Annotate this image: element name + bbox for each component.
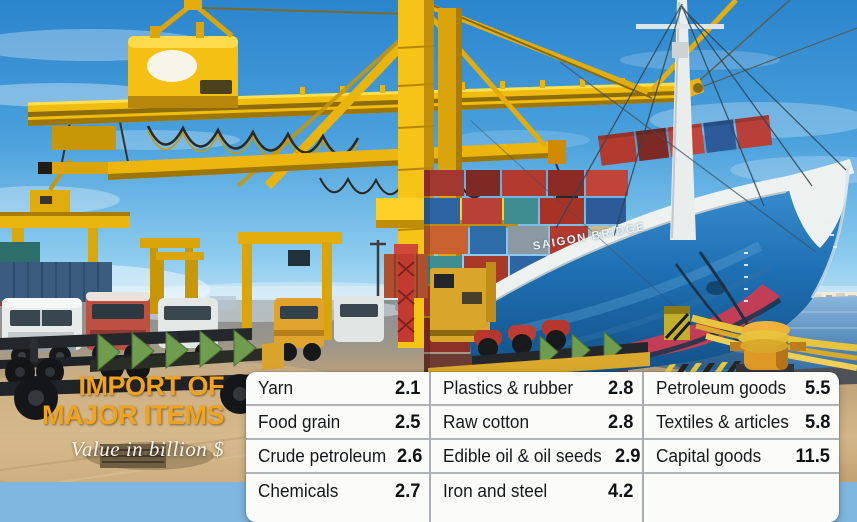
title-block: IMPORT OF MAJOR ITEMS Value in billion $ (16, 371, 225, 462)
item-value: 4.2 (607, 480, 633, 502)
item-label: Textiles & articles (656, 410, 789, 432)
distant-crane (140, 238, 200, 314)
import-table: Yarn 2.1 Food grain 2.5 Crude petroleum … (246, 372, 839, 522)
item-value: 2.8 (607, 411, 633, 433)
item-value: 5.5 (804, 377, 830, 399)
item-value: 2.5 (394, 411, 420, 433)
table-row: Iron and steel 4.2 (431, 474, 642, 508)
table-row: Plastics & rubber 2.8 (431, 372, 642, 406)
page-title-line1: IMPORT OF (78, 371, 225, 401)
table-row: Yarn 2.1 (246, 372, 429, 406)
item-value: 2.1 (394, 377, 420, 399)
item-label: Food grain (258, 410, 341, 432)
item-label: Plastics & rubber (443, 376, 574, 398)
item-value: 2.9 (614, 445, 641, 467)
item-label: Crude petroleum (258, 444, 387, 466)
item-value: 5.8 (804, 411, 830, 433)
table-row: Edible oil & oil seeds 2.9 (431, 440, 642, 474)
table-column-1: Yarn 2.1 Food grain 2.5 Crude petroleum … (246, 372, 429, 522)
ship-rigging (555, 3, 847, 237)
quay-fittings (664, 306, 857, 378)
page-subtitle: Value in billion $ (70, 437, 224, 461)
left-containers (0, 242, 112, 306)
item-value: 2.6 (396, 445, 423, 467)
item-value: 2.8 (607, 377, 633, 399)
table-row: Chemicals 2.7 (246, 474, 429, 508)
ship-mast (636, 0, 724, 240)
table-column-3: Petroleum goods 5.5 Textiles & articles … (642, 372, 839, 522)
yellow-machine (430, 262, 496, 342)
green-chevrons-1 (90, 328, 284, 372)
table-row: Capital goods 11.5 (644, 440, 839, 474)
drain-grate (86, 442, 214, 470)
table-row: Petroleum goods 5.5 (644, 372, 839, 406)
light-pole (370, 240, 386, 302)
bollard (730, 321, 806, 378)
item-label: Iron and steel (443, 479, 548, 501)
truck-white-3 (334, 296, 384, 342)
festoon-cables (146, 125, 360, 156)
table-column-2: Plastics & rubber 2.8 Raw cotton 2.8 Edi… (429, 372, 642, 522)
item-label: Yarn (258, 376, 294, 398)
item-value: 2.7 (394, 480, 420, 502)
red-crane-boom (394, 244, 418, 342)
item-label: Edible oil & oil seeds (443, 444, 602, 466)
page-title-line2: MAJOR ITEMS (41, 400, 225, 430)
machinery-house (128, 22, 238, 108)
truck-yellow (274, 298, 324, 361)
foreground-trailers (0, 320, 650, 420)
table-row: Food grain 2.5 (246, 406, 429, 440)
item-label: Chemicals (258, 479, 339, 501)
item-value: 11.5 (795, 445, 831, 467)
rtg-cranes (156, 232, 342, 340)
item-label: Capital goods (656, 444, 762, 466)
table-row: Raw cotton 2.8 (431, 406, 642, 440)
draft-marks (744, 210, 837, 302)
item-label: Raw cotton (443, 410, 530, 432)
table-row (644, 474, 839, 508)
table-row: Crude petroleum 2.6 (246, 440, 429, 474)
table-row: Textiles & articles 5.8 (644, 406, 839, 440)
ship-bow (788, 164, 850, 248)
item-label: Petroleum goods (656, 376, 787, 398)
